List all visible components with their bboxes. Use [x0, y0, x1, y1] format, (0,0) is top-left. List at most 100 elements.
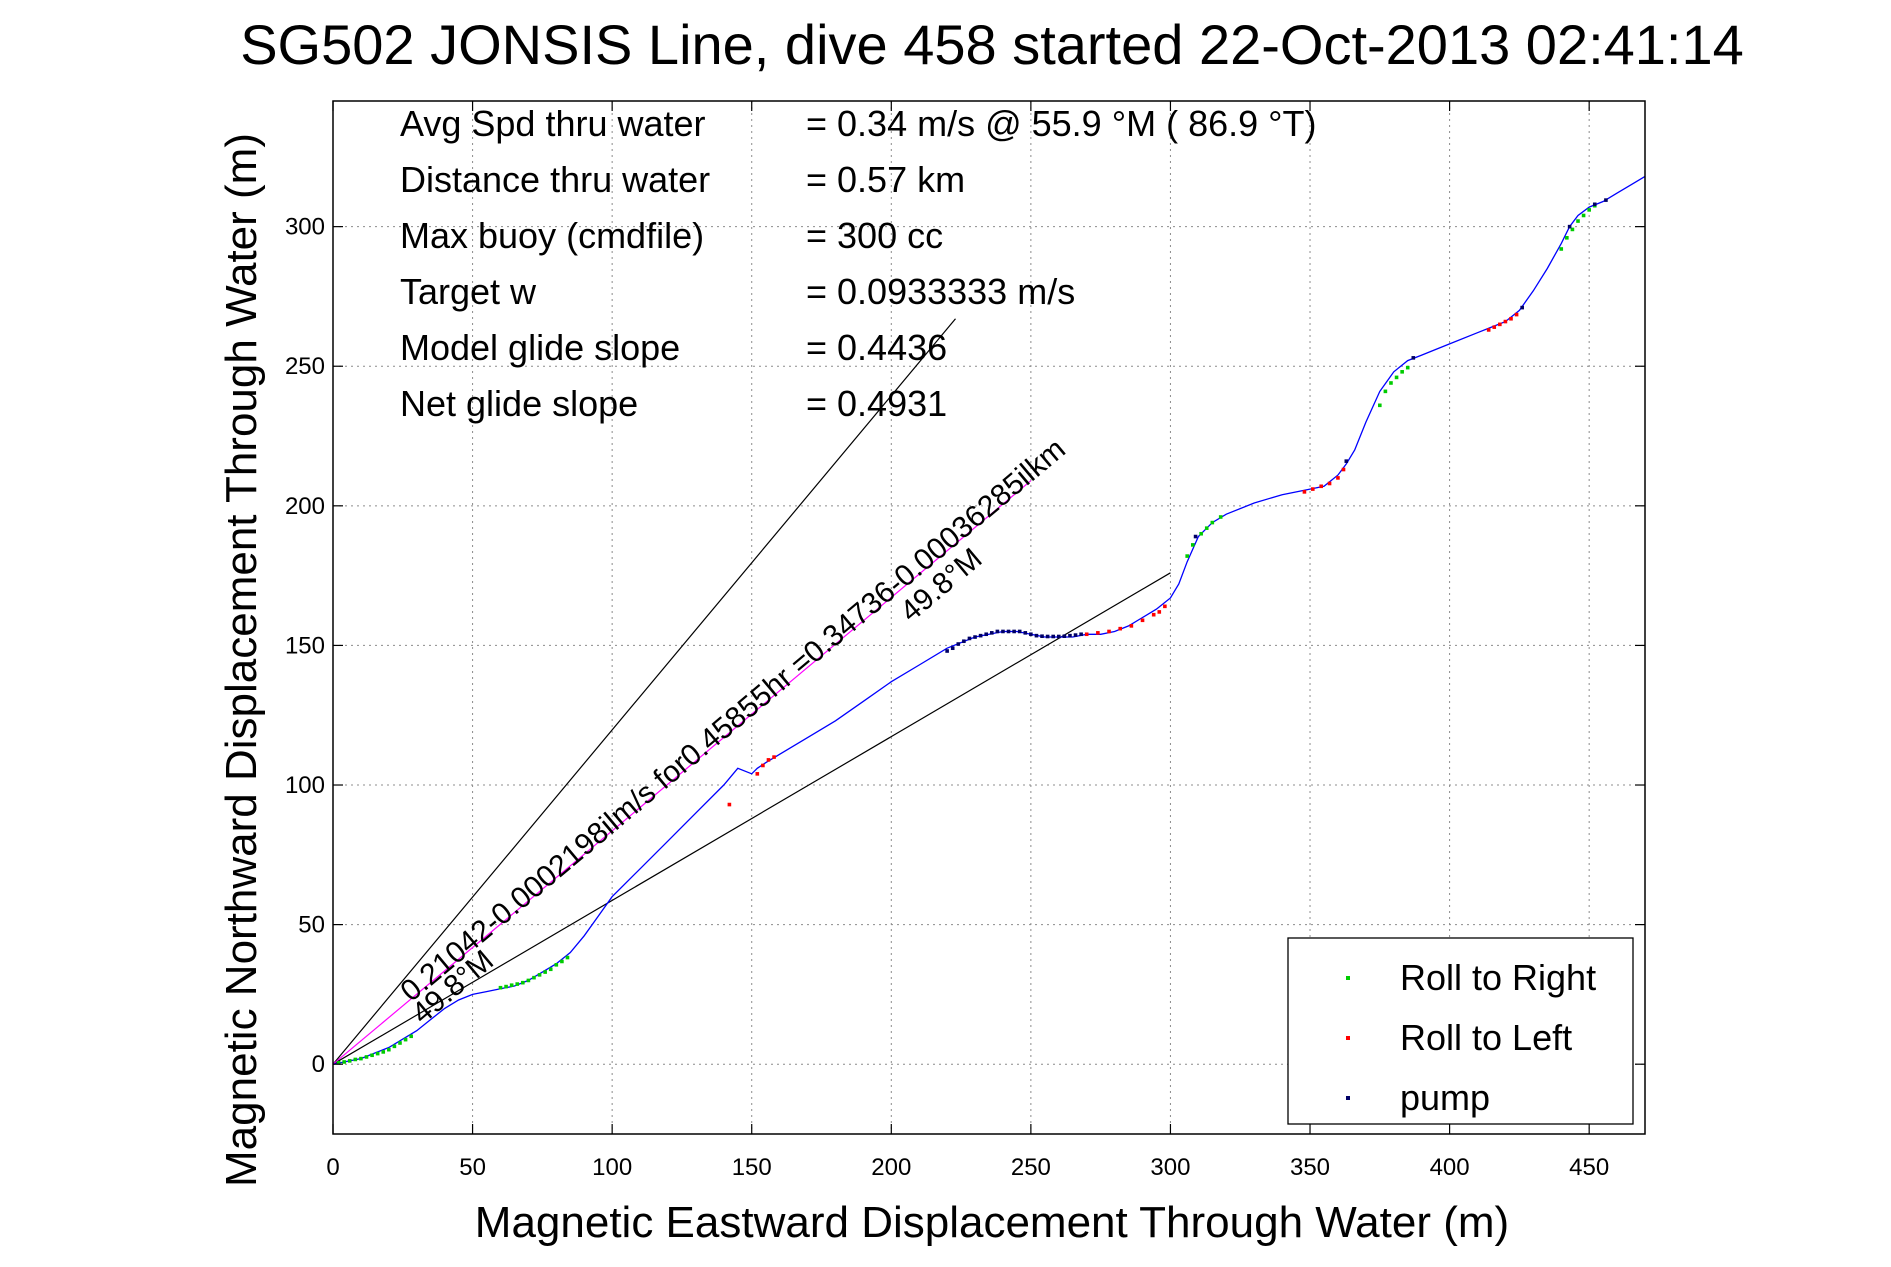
- marker-point: [967, 636, 972, 641]
- marker-point: [1151, 612, 1156, 617]
- marker-point: [1040, 634, 1044, 639]
- marker-point: [1520, 305, 1524, 310]
- marker-point: [761, 763, 765, 768]
- marker-point: [403, 1037, 408, 1042]
- marker-point: [1199, 531, 1203, 536]
- stat-label: Distance thru water: [400, 159, 710, 200]
- x-tick-label: 150: [732, 1154, 772, 1181]
- marker-point: [950, 646, 955, 651]
- marker-point: [347, 1059, 352, 1063]
- x-tick-label: 400: [1430, 1154, 1470, 1181]
- marker-point: [956, 642, 961, 646]
- marker-point: [509, 983, 514, 987]
- marker-point: [1096, 631, 1100, 635]
- marker-point: [398, 1041, 402, 1045]
- y-tick-label: 0: [312, 1051, 325, 1078]
- marker-point: [1576, 219, 1580, 223]
- marker-point: [521, 980, 525, 985]
- plot-frame: [332, 100, 1646, 1135]
- reference-line: [332, 318, 956, 1065]
- marker-point: [1498, 322, 1502, 327]
- marker-point: [537, 973, 542, 977]
- marker-point: [1604, 198, 1608, 202]
- reference-line: [332, 480, 1032, 1065]
- y-tick-label: 200: [285, 493, 325, 520]
- x-tick-label: 50: [459, 1154, 486, 1181]
- marker-point: [1034, 633, 1039, 638]
- marker-point: [1218, 515, 1223, 519]
- marker-point: [504, 984, 508, 989]
- marker-point: [1017, 629, 1022, 634]
- marker-point: [1056, 634, 1061, 639]
- stats-block: Avg Spd thru water = 0.34 m/s @ 55.9 °M (…: [400, 103, 1317, 424]
- reference-line: [332, 572, 1171, 1065]
- stat-value: = 0.57 km: [806, 159, 965, 200]
- marker-point: [1559, 247, 1564, 251]
- y-tick-label: 100: [285, 772, 325, 799]
- marker-point: [387, 1047, 391, 1052]
- marker-point: [565, 955, 570, 960]
- ticks: 0 50 100 150 200 250 300 350 400 450 0 50 100 150 200 2…: [285, 101, 1645, 1181]
- marker-point: [1084, 632, 1089, 637]
- marker-point: [1492, 325, 1497, 329]
- marker-point: [1073, 633, 1078, 637]
- marker-point: [1107, 629, 1111, 634]
- marker-point: [1006, 629, 1011, 634]
- marker-point: [1327, 481, 1332, 486]
- marker-point: [353, 1057, 358, 1062]
- marker-point: [548, 967, 553, 972]
- marker-point: [364, 1055, 369, 1059]
- marker-point: [1190, 543, 1195, 547]
- marker-point: [1503, 319, 1508, 324]
- marker-point: [1587, 208, 1591, 212]
- marker-point: [1581, 213, 1586, 218]
- marker-point: [515, 982, 520, 986]
- y-axis-label: Magnetic Northward Displacement Through …: [217, 133, 266, 1187]
- marker-point: [1311, 487, 1315, 491]
- y-tick-label: 50: [298, 912, 325, 939]
- marker-point: [1514, 312, 1519, 317]
- marker-point: [1394, 375, 1399, 380]
- marker-point: [1486, 328, 1491, 332]
- marker-point: [772, 755, 776, 759]
- marker-point: [1001, 629, 1005, 634]
- stat-value: = 0.0933333 m/s: [806, 271, 1075, 312]
- marker-point: [766, 758, 771, 762]
- marker-point: [1204, 526, 1209, 530]
- marker-point: [1592, 202, 1597, 207]
- y-tick-label: 250: [285, 353, 325, 380]
- marker-point: [1383, 389, 1388, 394]
- marker-point: [1012, 629, 1016, 634]
- marker-point: [526, 978, 531, 983]
- marker-point: [1336, 476, 1340, 480]
- marker-point: [1302, 490, 1307, 494]
- stat-value: = 0.34 m/s @ 55.9 °M ( 86.9 °T): [806, 103, 1317, 144]
- marker-point: [1509, 316, 1513, 321]
- legend: Roll to Right Roll to Left pump: [1287, 937, 1634, 1125]
- x-tick-label: 250: [1011, 1154, 1051, 1181]
- marker-point: [1567, 224, 1572, 229]
- marker-point: [1068, 633, 1072, 638]
- marker-point: [945, 649, 949, 653]
- marker-point: [409, 1034, 413, 1039]
- marker-point: [1319, 484, 1323, 489]
- x-axis-label: Magnetic Eastward Displacement Through W…: [475, 1198, 1509, 1247]
- stat-label: Net glide slope: [400, 383, 638, 424]
- marker-point: [1163, 604, 1167, 609]
- x-tick-label: 300: [1150, 1154, 1190, 1181]
- marker-point: [978, 633, 983, 638]
- marker-point: [727, 802, 732, 807]
- x-tick-label: 100: [592, 1154, 632, 1181]
- marker-point: [989, 631, 994, 635]
- marker-point: [1129, 624, 1134, 628]
- stat-value: = 0.4436: [806, 327, 947, 368]
- marker-point: [962, 639, 966, 644]
- marker-point: [1045, 634, 1050, 639]
- marker-point: [554, 963, 559, 967]
- marker-point: [342, 1060, 346, 1064]
- marker-point: [1344, 459, 1349, 463]
- legend-label: Roll to Right: [1400, 957, 1596, 998]
- marker-point: [1140, 618, 1145, 623]
